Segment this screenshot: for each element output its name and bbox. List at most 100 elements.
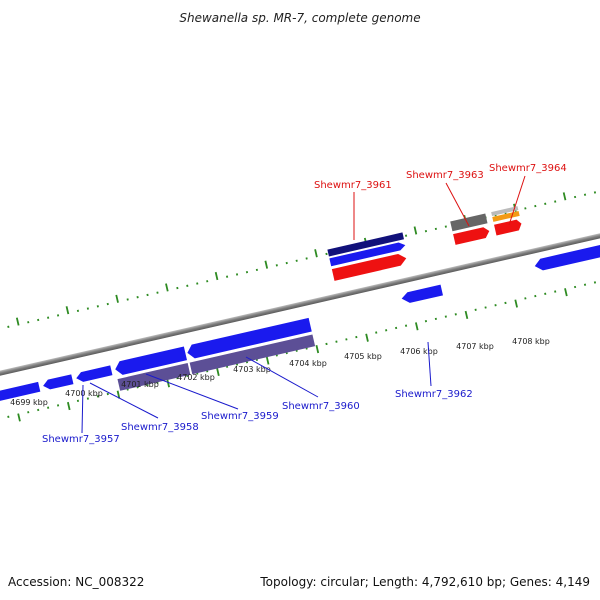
minor-tick (325, 252, 328, 256)
major-tick (514, 299, 518, 308)
minor-tick (76, 399, 80, 403)
accession-text: Accession: NC_008322 (8, 575, 144, 589)
minor-tick (106, 302, 109, 306)
minor-tick (225, 275, 229, 278)
major-tick (414, 322, 419, 331)
minor-tick (434, 227, 437, 231)
minor-tick (186, 284, 189, 287)
minor-tick (554, 200, 557, 203)
minor-tick (275, 264, 278, 267)
major-tick (67, 401, 71, 411)
minor-tick (27, 321, 30, 324)
minor-tick (593, 281, 597, 284)
tick-label: 4701 kbp (121, 380, 159, 389)
minor-tick (385, 329, 388, 332)
minor-tick (474, 308, 477, 311)
gene-label[interactable]: Shewmr7_3964 (489, 163, 567, 174)
minor-tick (434, 317, 437, 321)
map-title: Shewanella sp. MR-7, complete genome (179, 11, 420, 25)
tick-labels: 4699 kbp 4700 kbp 4701 kbp 4702 kbp 4703 kbp… (10, 337, 550, 407)
gene-label[interactable]: Shewmr7_3961 (314, 180, 392, 191)
minor-tick (196, 282, 199, 285)
minor-tick (86, 307, 89, 310)
gene-label[interactable]: Shewmr7_3957 (42, 434, 120, 445)
major-tick (115, 294, 119, 303)
tick-label: 4699 kbp (10, 398, 48, 407)
major-tick (315, 345, 320, 354)
minor-tick (37, 408, 40, 412)
minor-tick (295, 259, 298, 262)
minor-tick (504, 301, 507, 305)
minor-tick (444, 225, 447, 228)
gene-reverse-right[interactable] (533, 238, 600, 272)
gene-shewmr7-3964[interactable] (491, 206, 523, 236)
minor-tick (454, 313, 457, 316)
minor-tick (444, 315, 447, 318)
minor-tick (47, 316, 50, 319)
major-tick (65, 306, 70, 315)
reverse-features (0, 238, 600, 404)
minor-tick (404, 324, 408, 327)
minor-tick (534, 294, 537, 298)
minor-tick (56, 314, 60, 317)
minor-tick (126, 298, 129, 301)
major-tick (413, 226, 418, 235)
gene-label[interactable]: Shewmr7_3958 (121, 422, 199, 433)
gene-shewmr7-3959-3960[interactable] (186, 317, 316, 375)
minor-tick (573, 195, 577, 199)
minor-tick (305, 257, 308, 260)
tick-label: 4703 kbp (233, 365, 271, 374)
major-tick (214, 271, 219, 281)
minor-tick (176, 286, 179, 290)
minor-tick (335, 340, 338, 343)
minor-tick (7, 415, 10, 418)
gene-shewmr7-3963[interactable] (450, 213, 490, 245)
minor-tick (404, 234, 408, 237)
major-tick (564, 288, 568, 297)
tick-label: 4705 kbp (344, 352, 382, 361)
minor-tick (583, 193, 587, 196)
gene-label[interactable]: Shewmr7_3960 (282, 401, 360, 412)
minor-tick (355, 335, 358, 339)
major-tick (17, 413, 21, 422)
minor-tick (96, 395, 99, 398)
major-tick (314, 249, 318, 258)
minor-tick (424, 319, 428, 323)
gene-reverse-left[interactable] (0, 365, 113, 404)
minor-tick (7, 325, 10, 328)
minor-tick (146, 293, 149, 297)
minor-tick (56, 404, 60, 407)
major-tick (365, 333, 369, 342)
minor-tick (206, 280, 209, 283)
minor-tick (484, 306, 487, 309)
tick-label: 4702 kbp (177, 373, 215, 382)
minor-tick (325, 342, 328, 346)
minor-tick (573, 285, 577, 289)
gene-shewmr7-3961[interactable] (327, 232, 409, 281)
minor-tick (424, 229, 428, 233)
forward-features (327, 206, 523, 281)
genome-backbone (0, 213, 600, 387)
minor-tick (285, 261, 288, 265)
gene-label[interactable]: Shewmr7_3963 (406, 170, 484, 181)
minor-tick (554, 290, 557, 293)
major-tick (165, 283, 169, 292)
gene-label-callouts (81, 175, 526, 434)
minor-tick (47, 406, 50, 409)
minor-tick (37, 318, 40, 322)
tick-label: 4700 kbp (65, 389, 103, 398)
gene-label[interactable]: Shewmr7_3959 (201, 411, 279, 422)
minor-tick (544, 202, 547, 206)
minor-tick (583, 283, 587, 286)
major-tick (464, 310, 469, 320)
minor-tick (544, 292, 547, 296)
minor-tick (375, 331, 378, 334)
minor-tick (593, 191, 597, 194)
minor-tick (345, 338, 348, 341)
genome-summary-text: Topology: circular; Length: 4,792,610 bp… (259, 575, 590, 589)
minor-tick (156, 291, 159, 294)
tick-label: 4704 kbp (289, 359, 327, 368)
gene-shewmr7-3962[interactable] (401, 284, 443, 305)
gene-label[interactable]: Shewmr7_3962 (395, 389, 473, 400)
